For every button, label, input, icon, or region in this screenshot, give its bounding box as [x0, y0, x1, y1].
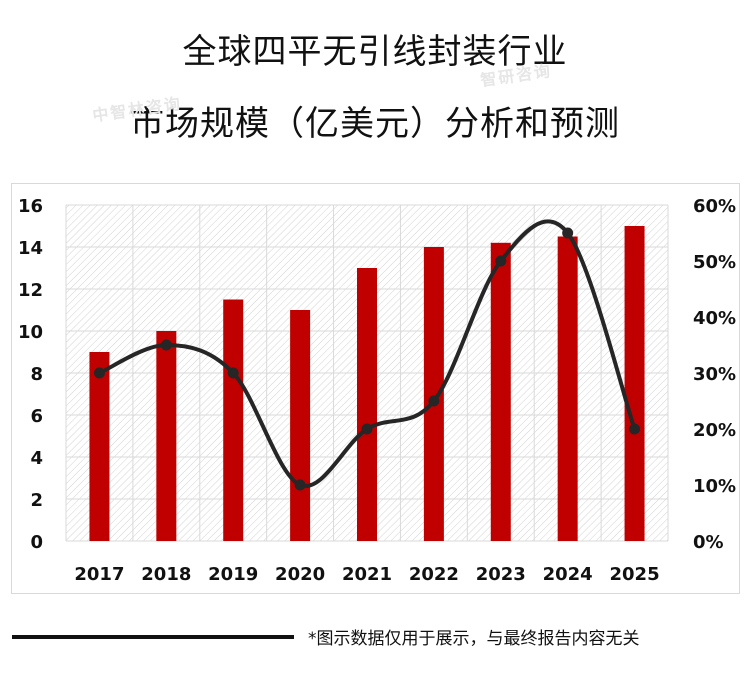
x-tick-label: 2023 [476, 564, 526, 585]
y-right-tick-label: 60% [693, 196, 736, 217]
y-left-tick-label: 8 [30, 364, 43, 385]
line-point [160, 339, 172, 351]
x-axis: 2017 2018 2019 2020 2021 2022 2023 2024 2025 [74, 564, 659, 585]
y-right-tick-label: 40% [693, 308, 736, 329]
x-tick-label: 2025 [610, 564, 660, 585]
x-tick-label: 2024 [543, 564, 593, 585]
y-left-tick-label: 16 [18, 196, 43, 217]
line-point [93, 367, 105, 379]
line-point [562, 227, 574, 239]
x-tick-label: 2017 [74, 564, 124, 585]
y-left-tick-label: 0 [30, 532, 43, 553]
x-tick-label: 2019 [208, 564, 258, 585]
y-left-tick-label: 4 [30, 448, 43, 469]
bar [223, 299, 244, 541]
line-point [227, 367, 239, 379]
x-tick-label: 2022 [409, 564, 459, 585]
line-point [629, 423, 641, 435]
bar [156, 331, 177, 541]
bar [624, 226, 645, 541]
x-tick-label: 2021 [342, 564, 392, 585]
bar [423, 247, 444, 541]
y-axis-left: 0 2 4 6 8 10 12 14 16 [18, 196, 43, 553]
footnote: *图示数据仅用于展示，与最终报告内容无关 [308, 629, 640, 649]
y-right-tick-label: 30% [693, 364, 736, 385]
y-right-tick-label: 20% [693, 420, 736, 441]
bar [357, 268, 377, 541]
line-point [361, 423, 373, 435]
y-left-tick-label: 14 [18, 238, 43, 259]
y-left-tick-label: 2 [30, 490, 43, 511]
x-tick-label: 2018 [141, 564, 191, 585]
y-left-tick-label: 10 [18, 322, 43, 343]
line-point [294, 479, 306, 491]
bar [490, 242, 511, 542]
y-right-tick-label: 50% [693, 252, 736, 273]
y-axis-right: 0% 10% 20% 30% 40% 50% 60% [693, 196, 736, 553]
y-left-tick-label: 12 [18, 280, 43, 301]
x-tick-label: 2020 [275, 564, 325, 585]
chart-title-line1: 全球四平无引线封装行业 [182, 32, 568, 72]
bar-series [89, 226, 645, 542]
footer-divider [12, 635, 294, 639]
line-point [495, 255, 507, 267]
bar [290, 310, 311, 541]
y-right-tick-label: 0% [693, 532, 724, 553]
y-right-tick-label: 10% [693, 476, 736, 497]
line-point [428, 395, 440, 407]
chart-area: 0 2 4 6 8 10 12 14 16 0% 10% 20% 30% 40% 50% 60% 2017 2… [11, 183, 740, 594]
bar [89, 352, 110, 541]
chart-title-line2: 市场规模（亿美元）分析和预测 [130, 104, 620, 144]
bar [557, 236, 578, 541]
y-left-tick-label: 6 [30, 406, 43, 427]
line-series [93, 219, 641, 491]
